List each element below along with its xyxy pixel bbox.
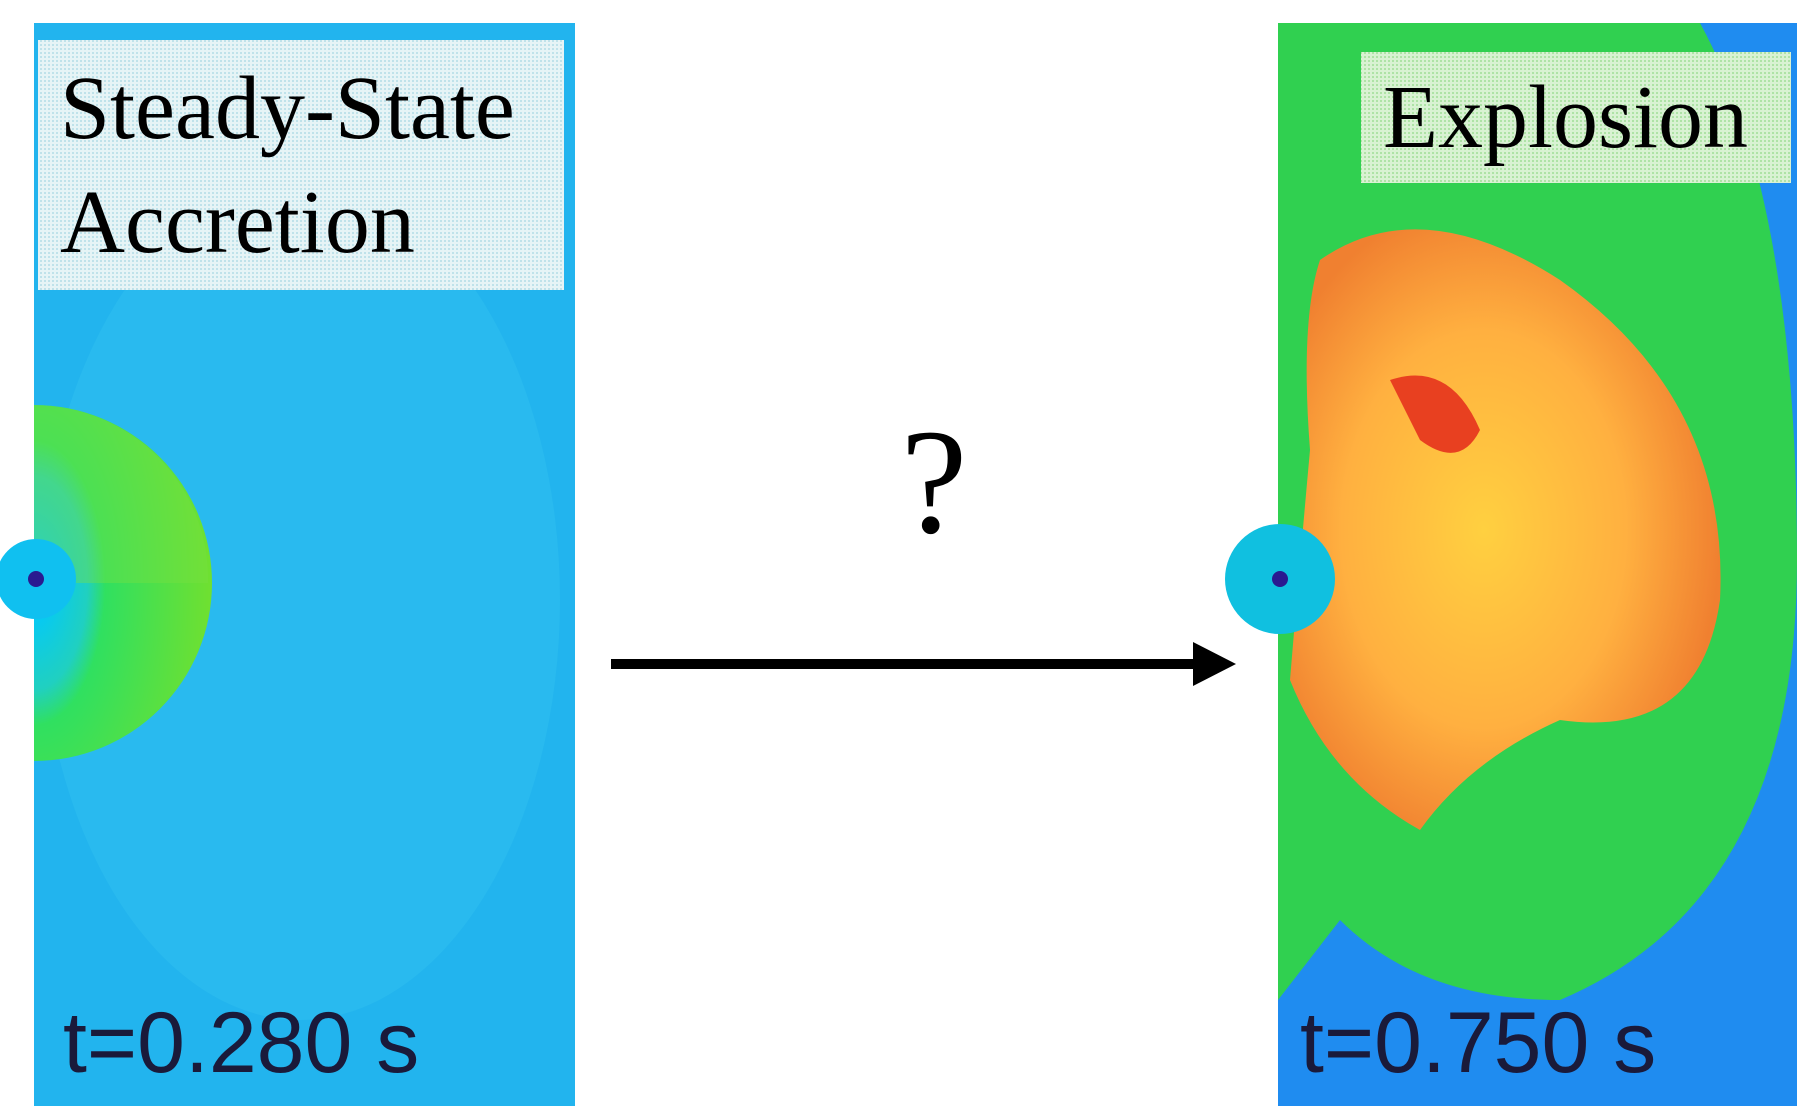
proto-neutron-star — [28, 571, 44, 587]
question-mark: ? — [901, 399, 968, 565]
panel-steady-state: Steady-State Accretion t=0.280 s — [0, 23, 575, 1106]
time-label: t=0.280 s — [63, 995, 419, 1091]
proto-neutron-star — [1272, 571, 1288, 587]
panel-label: Steady-State — [60, 59, 515, 158]
figure: Steady-State Accretion t=0.280 s ? Explo… — [0, 0, 1797, 1107]
time-label: t=0.750 s — [1300, 995, 1656, 1091]
arrow-head — [1193, 642, 1236, 686]
panel-explosion: Explosion t=0.750 s — [1225, 23, 1797, 1106]
transition: ? — [611, 399, 1236, 686]
panel-label: Accretion — [60, 173, 415, 272]
panel-label: Explosion — [1383, 68, 1748, 167]
